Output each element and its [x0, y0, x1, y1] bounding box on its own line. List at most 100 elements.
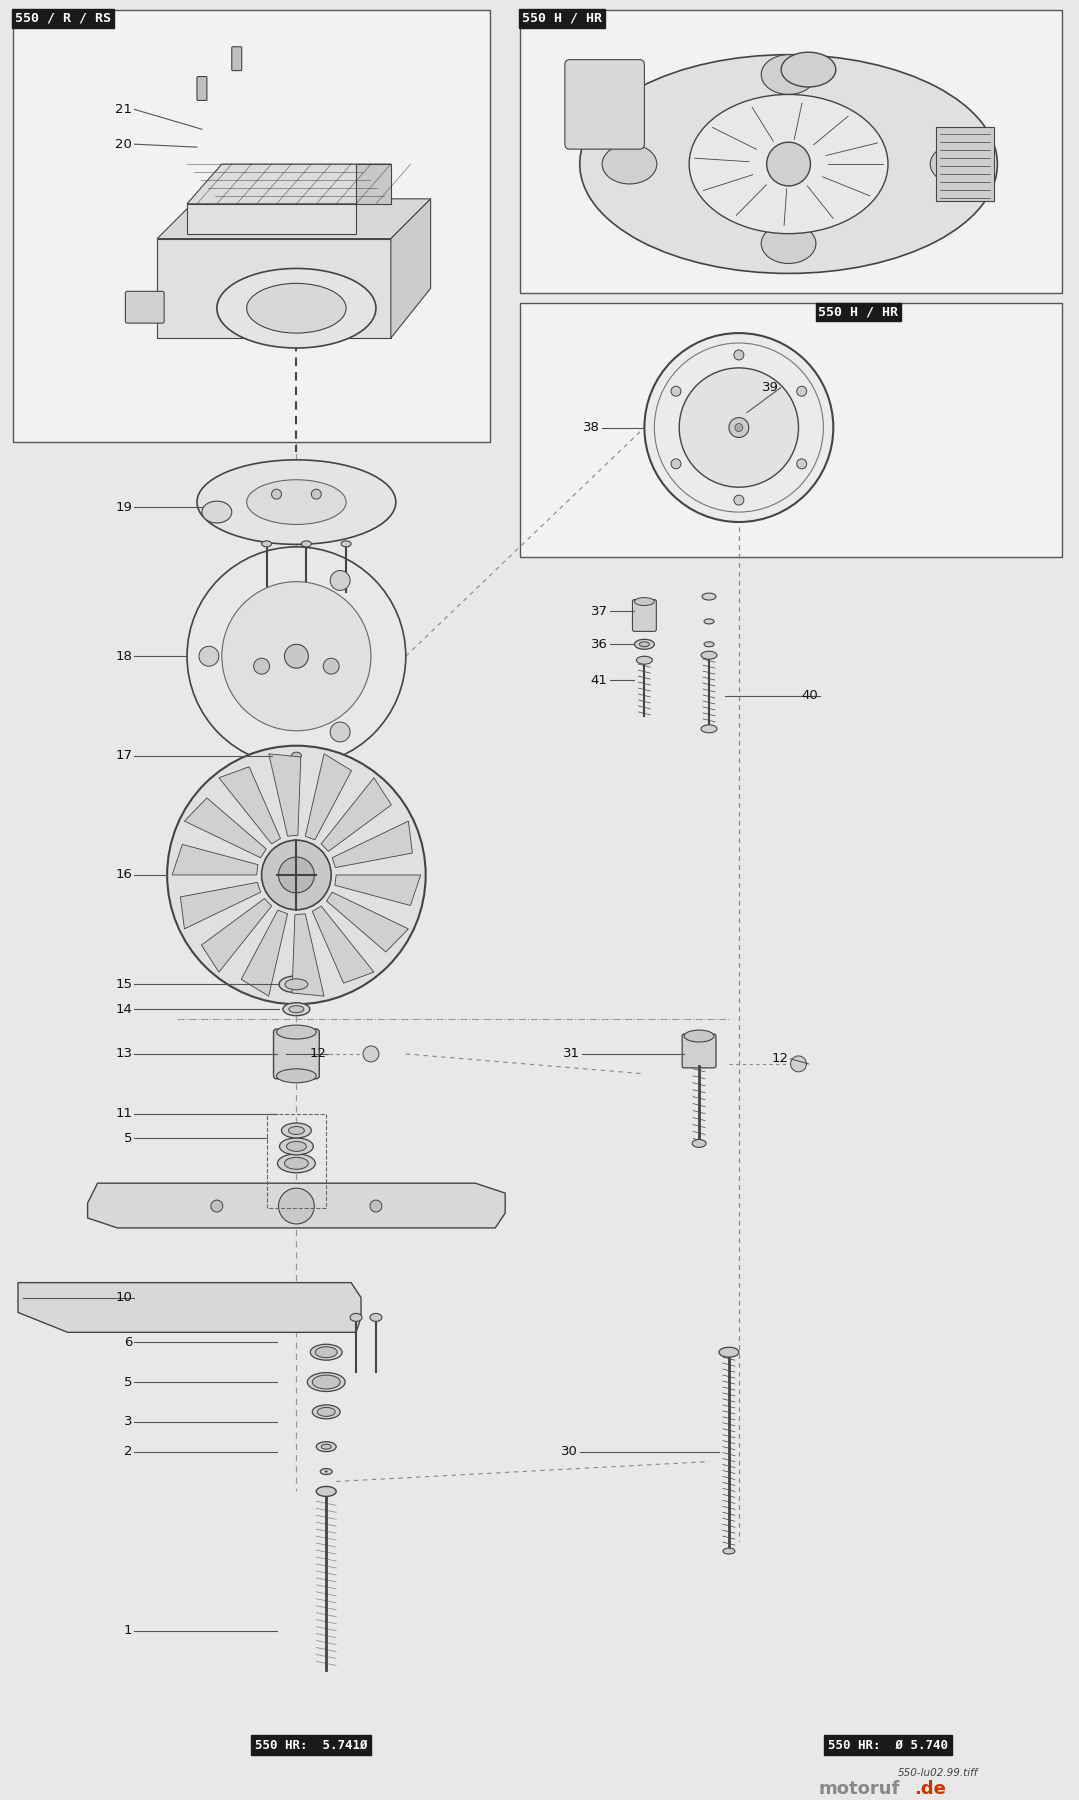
Circle shape: [363, 1046, 379, 1062]
Text: 37: 37: [590, 605, 607, 617]
Polygon shape: [18, 1283, 361, 1332]
Ellipse shape: [602, 144, 657, 184]
Circle shape: [330, 722, 350, 742]
Polygon shape: [219, 767, 281, 844]
Circle shape: [734, 495, 743, 506]
Ellipse shape: [322, 1444, 331, 1449]
Ellipse shape: [316, 1487, 337, 1496]
Ellipse shape: [286, 749, 308, 763]
Text: 21: 21: [115, 103, 133, 115]
Circle shape: [254, 659, 270, 675]
Circle shape: [729, 418, 749, 437]
Ellipse shape: [282, 1123, 312, 1138]
Text: 1: 1: [124, 1624, 133, 1638]
Ellipse shape: [350, 1314, 363, 1321]
Ellipse shape: [637, 657, 653, 664]
Circle shape: [644, 333, 833, 522]
Circle shape: [370, 1201, 382, 1211]
Bar: [13, 11, 490, 443]
Text: 14: 14: [115, 1003, 133, 1015]
Ellipse shape: [723, 1548, 735, 1553]
Polygon shape: [292, 914, 324, 995]
Ellipse shape: [285, 1157, 309, 1170]
Circle shape: [796, 459, 807, 468]
Ellipse shape: [217, 268, 375, 347]
Text: 31: 31: [563, 1048, 579, 1060]
Circle shape: [278, 857, 314, 893]
Polygon shape: [87, 1183, 505, 1228]
Ellipse shape: [308, 1373, 345, 1391]
Circle shape: [272, 490, 282, 499]
Polygon shape: [242, 911, 287, 995]
Ellipse shape: [277, 1154, 315, 1174]
Polygon shape: [322, 778, 392, 851]
Circle shape: [767, 142, 810, 185]
Text: 15: 15: [115, 977, 133, 990]
FancyBboxPatch shape: [682, 1033, 716, 1067]
Text: 38: 38: [583, 421, 600, 434]
Text: 5: 5: [124, 1375, 133, 1388]
Ellipse shape: [315, 1346, 337, 1357]
Ellipse shape: [634, 639, 654, 650]
Circle shape: [278, 1188, 314, 1224]
Ellipse shape: [701, 725, 716, 733]
Circle shape: [167, 745, 425, 1004]
Ellipse shape: [288, 1127, 304, 1134]
Ellipse shape: [341, 540, 351, 547]
Polygon shape: [327, 893, 408, 952]
Circle shape: [199, 646, 219, 666]
Text: 16: 16: [115, 868, 133, 882]
Circle shape: [285, 644, 309, 668]
Ellipse shape: [261, 540, 272, 547]
Polygon shape: [312, 905, 374, 983]
Text: .de: .de: [914, 1780, 945, 1798]
Ellipse shape: [761, 54, 816, 94]
Polygon shape: [158, 239, 391, 338]
Ellipse shape: [316, 1442, 337, 1451]
Circle shape: [791, 1057, 806, 1071]
Circle shape: [187, 547, 406, 765]
Circle shape: [330, 571, 350, 590]
Text: 2: 2: [124, 1445, 133, 1458]
Text: 30: 30: [561, 1445, 577, 1458]
Text: 18: 18: [115, 650, 133, 662]
Circle shape: [671, 387, 681, 396]
Ellipse shape: [301, 540, 312, 547]
Ellipse shape: [781, 52, 836, 86]
FancyBboxPatch shape: [632, 599, 656, 632]
Ellipse shape: [247, 481, 346, 524]
Text: 39: 39: [762, 382, 779, 394]
Text: 19: 19: [115, 500, 133, 513]
Text: 3: 3: [124, 1415, 133, 1429]
Polygon shape: [334, 875, 421, 905]
Ellipse shape: [701, 652, 716, 659]
Ellipse shape: [640, 643, 650, 646]
FancyBboxPatch shape: [564, 59, 644, 149]
FancyBboxPatch shape: [232, 47, 242, 70]
Polygon shape: [187, 203, 356, 234]
Ellipse shape: [634, 598, 654, 605]
Bar: [520, 302, 1062, 556]
Ellipse shape: [689, 94, 888, 234]
Text: 40: 40: [802, 689, 818, 702]
Ellipse shape: [276, 1069, 316, 1084]
Ellipse shape: [276, 1026, 316, 1039]
Ellipse shape: [719, 1346, 739, 1357]
Polygon shape: [158, 198, 431, 239]
Ellipse shape: [692, 1139, 706, 1147]
Ellipse shape: [702, 592, 716, 599]
Ellipse shape: [579, 54, 997, 274]
Polygon shape: [173, 844, 258, 875]
Polygon shape: [180, 882, 260, 929]
Polygon shape: [332, 821, 412, 868]
Ellipse shape: [705, 643, 714, 646]
Ellipse shape: [761, 223, 816, 263]
FancyBboxPatch shape: [125, 292, 164, 324]
Text: 12: 12: [771, 1053, 789, 1066]
Ellipse shape: [705, 619, 714, 625]
Ellipse shape: [283, 1003, 310, 1015]
Text: 13: 13: [115, 1048, 133, 1060]
Circle shape: [210, 1201, 223, 1211]
Text: 5: 5: [124, 1132, 133, 1145]
FancyBboxPatch shape: [274, 1030, 319, 1078]
